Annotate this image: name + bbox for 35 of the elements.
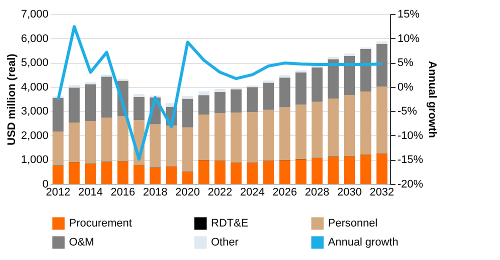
- y2-tick-label: 15%: [398, 8, 420, 20]
- legend-label: O&M: [69, 236, 94, 248]
- x-tick-label: 2032: [370, 186, 394, 198]
- y-tick-label: 2,000: [20, 130, 48, 142]
- x-tick-label: 2022: [208, 186, 232, 198]
- y-tick-label: 4,000: [20, 81, 48, 94]
- x-tick-label: 2012: [46, 186, 70, 198]
- y-tick-label: 7,000: [20, 8, 48, 20]
- y-tick-label: 0: [42, 178, 48, 190]
- legend-label: RDT&E: [211, 218, 248, 230]
- x-tick-label: 2026: [272, 186, 298, 198]
- x-tick-label: 2024: [240, 186, 265, 198]
- legend-label: Personnel: [328, 218, 378, 230]
- y2-tick-label: 5%: [398, 57, 414, 70]
- y2-axis-title: Annual growth: [426, 61, 438, 138]
- y2-tick-label: -10%: [398, 130, 424, 142]
- y-tick-label: 6,000: [20, 32, 48, 45]
- x-tick-label: 2018: [142, 186, 168, 198]
- y2-tick-label: 0%: [398, 81, 414, 94]
- y2-tick-label: 10%: [398, 32, 420, 45]
- y2-tick-label: -5%: [398, 106, 418, 118]
- x-tick-label: 2028: [304, 186, 330, 198]
- x-tick-label: 2016: [110, 186, 136, 198]
- y-tick-label: 5,000: [20, 57, 48, 70]
- y2-tick-label: -20%: [398, 178, 424, 190]
- y-tick-label: 3,000: [20, 106, 48, 118]
- x-tick-label: 2014: [78, 186, 103, 198]
- legend-label: Procurement: [69, 218, 132, 230]
- y-tick-label: 1,000: [20, 154, 48, 166]
- legend-label: Annual growth: [328, 236, 398, 248]
- x-tick-label: 2030: [337, 186, 362, 198]
- legend-label: Other: [211, 236, 239, 248]
- y2-tick-label: -15%: [398, 154, 424, 166]
- y-axis-title: USD million (real): [6, 53, 18, 146]
- x-tick-label: 2020: [175, 186, 200, 198]
